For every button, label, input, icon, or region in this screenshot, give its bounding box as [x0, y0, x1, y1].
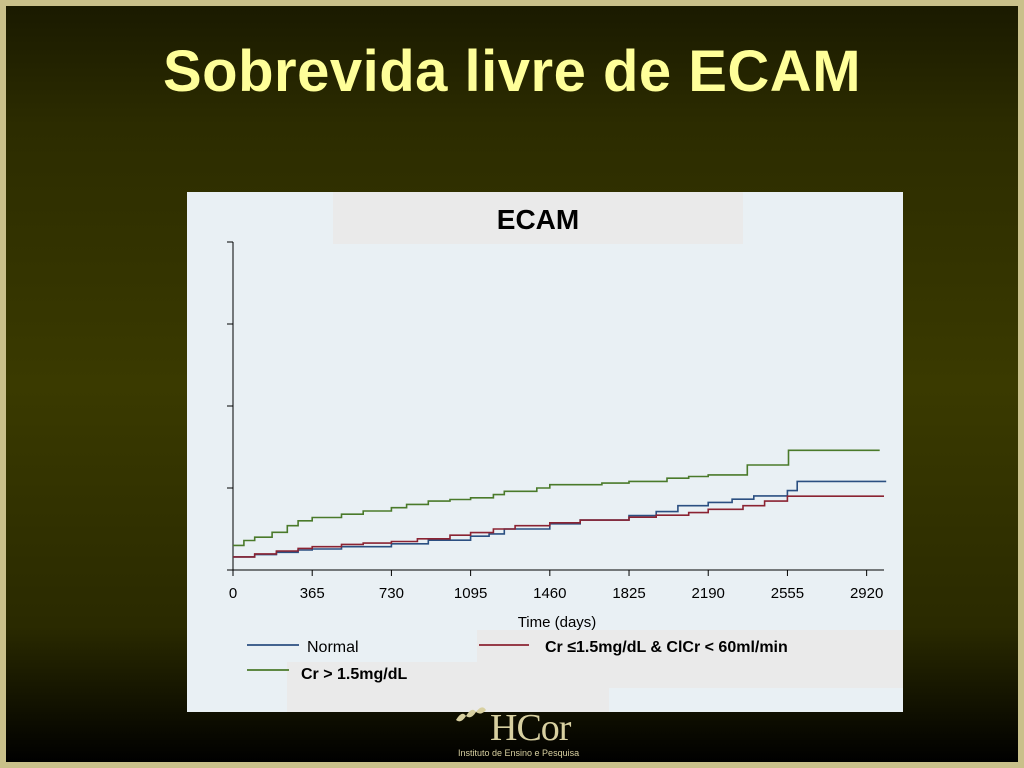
x-tick-label: 2555 — [771, 585, 804, 602]
chart-background — [187, 192, 903, 712]
legend-label-3: Cr > 1.5mg/dL — [301, 666, 407, 683]
legend-label-2: Cr ≤1.5mg/dL & ClCr < 60ml/min — [545, 639, 788, 656]
series-line-3 — [233, 449, 880, 547]
legend-box-bottom — [287, 662, 609, 712]
x-tick-label: 1095 — [454, 585, 487, 602]
legend: Normal Cr ≤1.5mg/dL & ClCr < 60ml/min Cr >… — [247, 639, 788, 683]
series-line-1 — [233, 480, 887, 558]
hcor-logo: HCor Instituto de Ensino e Pesquisa — [450, 706, 590, 766]
x-tick-label: 365 — [300, 585, 325, 602]
slide-title: Sobrevida livre de ECAM — [162, 39, 862, 104]
chart-title-box — [333, 192, 743, 244]
x-tick-label: 1825 — [612, 585, 645, 602]
slide: Sobrevida livre de ECAM ECAM 0 365 730 1095… — [6, 6, 1018, 762]
x-axis-label: Time (days) — [518, 614, 597, 631]
series-group — [233, 449, 887, 558]
hcor-logo-mark-icon — [456, 707, 486, 722]
km-chart: ECAM 0 365 730 1095 1460 1825 2190 2555 2920 Tim… — [187, 192, 903, 712]
chart-panel: ECAM 0 365 730 1095 1460 1825 2190 2555 2920 Tim… — [187, 192, 903, 712]
chart-title: ECAM — [497, 204, 579, 235]
x-tick-label: 2190 — [692, 585, 725, 602]
x-tick-label: 0 — [229, 585, 237, 602]
axes: 0 365 730 1095 1460 1825 2190 2555 2920 — [227, 241, 884, 602]
logo-subtitle: Instituto de Ensino e Pesquisa — [458, 748, 580, 758]
x-tick-label: 2920 — [850, 585, 883, 602]
legend-label-1: Normal — [307, 639, 359, 656]
x-tick-label: 730 — [379, 585, 404, 602]
logo-text: HCor — [490, 707, 571, 749]
x-tick-label: 1460 — [533, 585, 566, 602]
series-line-2 — [233, 495, 884, 558]
